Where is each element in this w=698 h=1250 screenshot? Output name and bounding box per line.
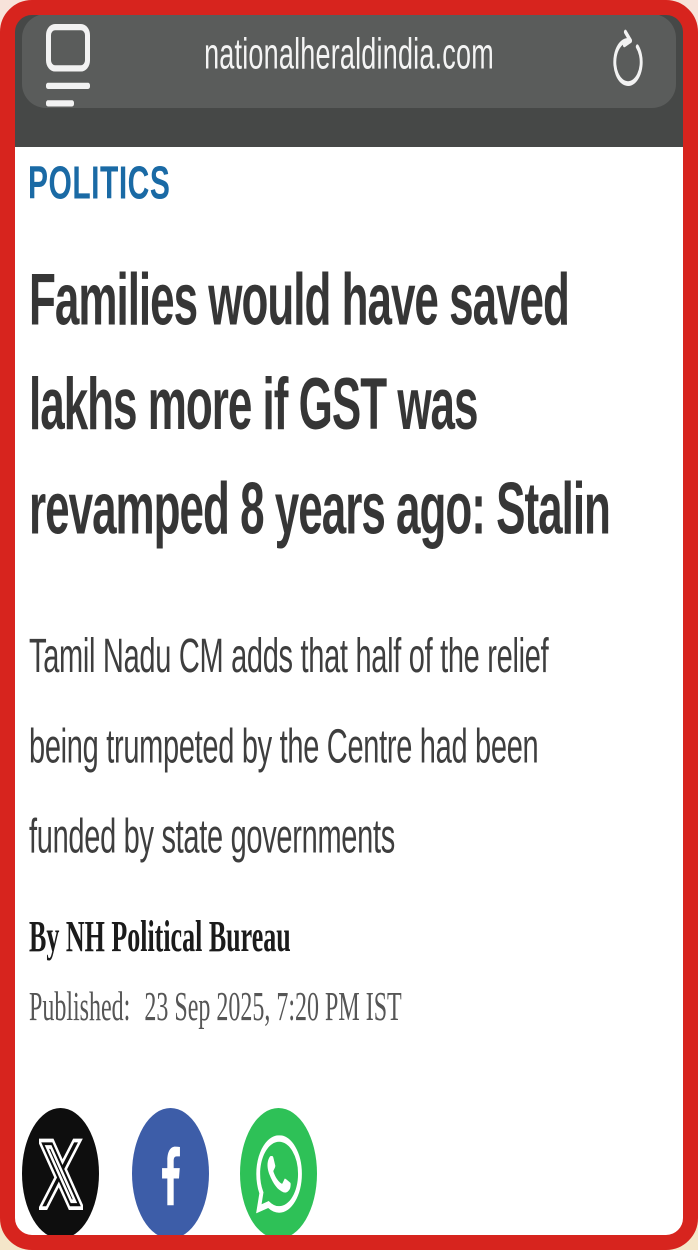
published-label: Published: xyxy=(29,986,131,1031)
reader-tabs-icon[interactable] xyxy=(46,24,90,107)
headline-line: revamped 8 years ago: Stalin xyxy=(29,468,611,551)
article-subheading: Tamil Nadu CM adds that half of the reli… xyxy=(29,612,689,883)
url-text[interactable]: nationalheraldindia.com xyxy=(204,30,494,78)
share-facebook-button[interactable] xyxy=(132,1108,209,1239)
address-bar[interactable]: nationalheraldindia.com xyxy=(22,14,676,108)
article-byline: By NH Political Bureau xyxy=(29,912,291,962)
category-label-politics[interactable]: POLITICS xyxy=(28,158,171,210)
share-whatsapp-button[interactable] xyxy=(240,1108,317,1239)
whatsapp-icon xyxy=(255,1134,302,1213)
refresh-icon xyxy=(613,29,643,86)
reader-tabs-icon-line2 xyxy=(46,100,74,107)
browser-chrome: nationalheraldindia.com xyxy=(2,2,696,147)
refresh-button[interactable] xyxy=(606,26,650,98)
published-value: 23 Sep 2025, 7:20 PM IST xyxy=(144,986,402,1031)
reader-tabs-icon-line1 xyxy=(46,82,90,89)
x-twitter-icon xyxy=(38,1137,83,1210)
subheading-line: funded by state governments xyxy=(29,810,395,865)
article-headline: Families would have saved lakhs more if … xyxy=(29,248,689,562)
share-x-twitter-button[interactable] xyxy=(22,1108,99,1239)
published-line: Published: 23 Sep 2025, 7:20 PM IST xyxy=(29,986,402,1032)
reader-tabs-icon-square xyxy=(46,24,90,72)
headline-line: Families would have saved xyxy=(29,259,570,341)
subheading-line: Tamil Nadu CM adds that half of the reli… xyxy=(29,630,549,684)
headline-line: lakhs more if GST was xyxy=(29,364,479,446)
subheading-line: being trumpeted by the Centre had been xyxy=(29,720,539,774)
facebook-icon xyxy=(161,1145,180,1205)
